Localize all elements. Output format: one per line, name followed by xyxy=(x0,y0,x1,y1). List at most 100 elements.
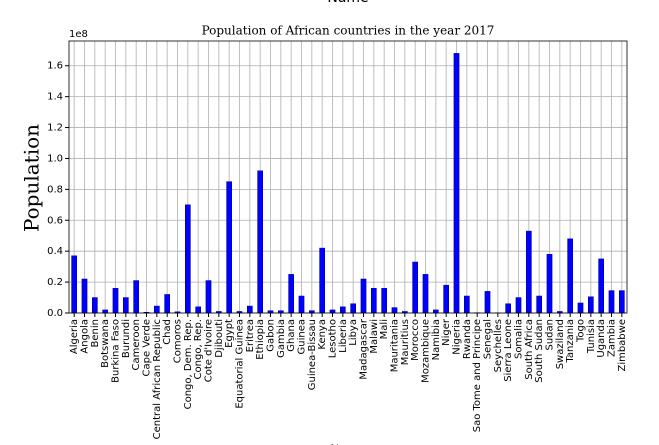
x-tick-label: Lesotho xyxy=(328,319,339,358)
y-tick-label: 1.2 xyxy=(47,123,63,134)
x-tick-label: Djibouti xyxy=(214,319,225,358)
bar xyxy=(226,181,232,314)
x-tick-label: Rwanda xyxy=(462,319,473,359)
x-tick-label: Equatorial Guinea xyxy=(235,319,246,409)
x-tick-label: Sierra Leone xyxy=(503,319,514,382)
bar xyxy=(195,306,201,314)
bar xyxy=(453,53,460,314)
x-tick-label: Malawi xyxy=(369,319,380,354)
x-tick-label: Senegal xyxy=(483,319,494,359)
bar xyxy=(381,288,388,314)
x-tick-label: Madagascar xyxy=(359,318,370,380)
bar xyxy=(360,278,367,314)
bar xyxy=(371,288,377,314)
chart-title: Population of African countries in the y… xyxy=(202,24,495,38)
bar xyxy=(71,255,78,314)
x-tick-label: Angola xyxy=(80,319,91,354)
bar xyxy=(102,309,109,314)
x-tick-label: Kenya xyxy=(317,319,328,350)
x-tick-label: South Sudan xyxy=(534,319,545,383)
x-tick-label: Egypt xyxy=(224,319,235,348)
bar xyxy=(422,274,429,314)
bar xyxy=(205,280,212,314)
x-tick-label: Burkina Faso xyxy=(111,319,122,383)
x-tick-label: Libya xyxy=(348,319,359,346)
x-tick-label: Nigeria xyxy=(452,319,463,355)
x-axis-label: Name xyxy=(330,443,365,445)
x-tick-label: Seychelles xyxy=(493,319,504,372)
bar xyxy=(546,254,553,314)
y-tick-label: 0.2 xyxy=(47,277,63,288)
bar xyxy=(577,302,584,314)
bar xyxy=(464,295,470,314)
x-tick-label: Congo, Dem. Rep. xyxy=(183,319,194,409)
x-tick-label: Sudan xyxy=(545,319,556,351)
bar xyxy=(298,295,305,314)
y-tick-label: 0.6 xyxy=(47,215,63,226)
x-tick-label: Comoros xyxy=(173,319,184,363)
y-axis-label: Population xyxy=(20,124,44,232)
x-tick-label: Benin xyxy=(90,319,101,347)
bar xyxy=(536,295,542,314)
x-tick-label: Zimbabwe xyxy=(617,319,628,372)
bar xyxy=(412,261,419,314)
x-tick-label: Ethiopia xyxy=(255,319,266,360)
x-tick-label: Mozambique xyxy=(421,319,432,383)
bar xyxy=(598,258,604,314)
x-tick-label: Tunisia xyxy=(586,319,597,354)
y-tick-label: 0.4 xyxy=(47,246,63,257)
bar xyxy=(619,290,625,314)
x-tick-label: South Africa xyxy=(524,319,535,380)
x-tick-label: Burundi xyxy=(121,319,132,358)
bar xyxy=(505,303,512,314)
x-tick-label: Ghana xyxy=(286,319,297,352)
bar xyxy=(288,274,295,314)
x-tick-label: Congo, Rep. xyxy=(193,319,204,379)
x-tick-label: Swaziland xyxy=(555,319,566,369)
y-tick-label: 1.4 xyxy=(47,92,63,103)
x-tick-label: Eritrea xyxy=(245,319,256,352)
y-offset-label: 1e8 xyxy=(69,29,88,40)
x-tick-label: Niger xyxy=(441,318,452,346)
bar xyxy=(247,305,253,314)
top-label: Name xyxy=(327,0,368,6)
bar xyxy=(340,306,346,314)
plot-frame xyxy=(68,40,628,314)
bar xyxy=(391,307,398,314)
x-tick-label: Mali xyxy=(379,319,390,339)
x-tick-label: Togo xyxy=(576,319,587,343)
y-tick-label: 1.0 xyxy=(47,153,63,164)
x-tick-label: Guinea-Bissau xyxy=(307,319,318,390)
bar xyxy=(526,230,532,314)
x-tick-label: Chad xyxy=(162,319,173,345)
x-tick-label: Mauritania xyxy=(390,319,401,372)
y-tick-label: 1.6 xyxy=(47,61,63,72)
x-tick-label: Uganda xyxy=(596,319,607,358)
x-tick-label: Morocco xyxy=(410,319,421,361)
x-tick-label: Cape Verde xyxy=(142,319,153,376)
y-tick-label: 0.8 xyxy=(47,184,63,195)
bar xyxy=(329,309,336,314)
y-tick-label: 0.0 xyxy=(47,308,63,319)
x-tick-label: Botswana xyxy=(100,319,111,368)
x-tick-label: Guinea xyxy=(297,319,308,354)
bar xyxy=(133,280,139,314)
x-tick-label: Sao Tome and Principe xyxy=(472,319,483,432)
x-tick-label: Mauritius xyxy=(400,319,411,365)
bar xyxy=(433,309,439,314)
x-tick-label: Gambia xyxy=(276,319,287,358)
x-tick-label: Somalia xyxy=(514,319,525,359)
bar xyxy=(588,296,594,314)
bar xyxy=(92,297,98,314)
bar xyxy=(484,291,491,314)
x-tick-label: Liberia xyxy=(338,319,349,353)
x-tick-label: Cameroon xyxy=(131,319,142,370)
bar xyxy=(515,297,522,314)
bar xyxy=(112,288,119,314)
bar xyxy=(154,305,160,314)
x-tick-label: Central African Republic xyxy=(152,319,163,439)
x-tick-label: Tanzania xyxy=(565,319,576,364)
bar xyxy=(319,247,326,314)
bar xyxy=(350,303,357,314)
